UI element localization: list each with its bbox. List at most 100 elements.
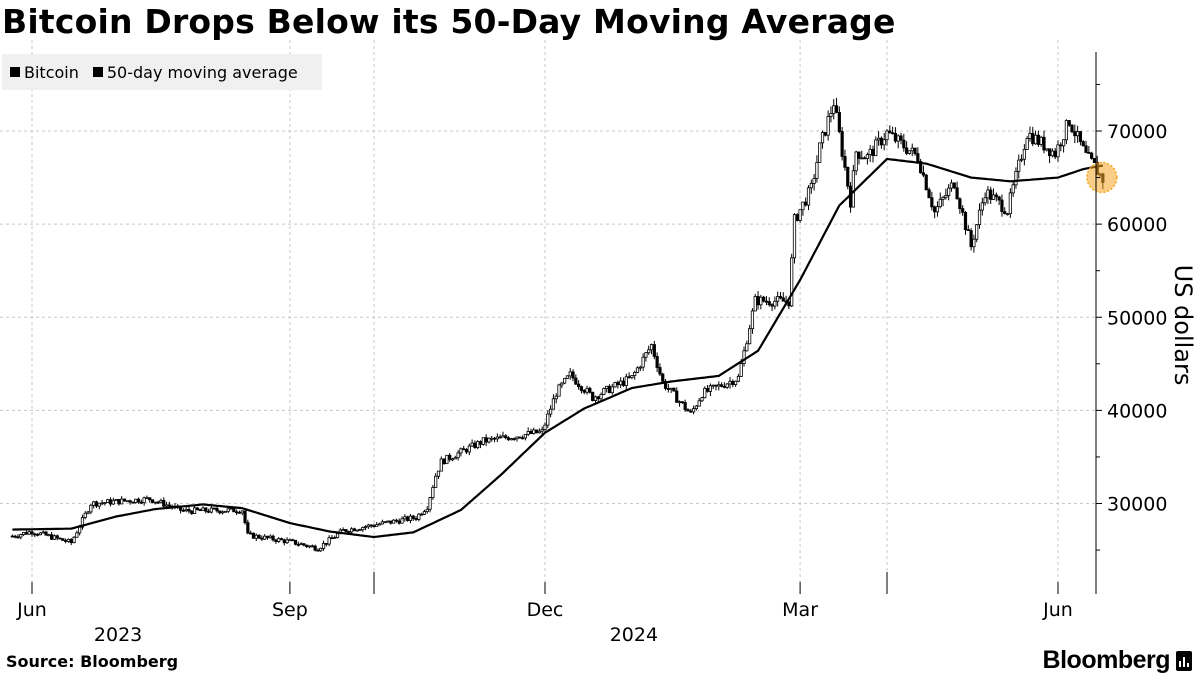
candle-body	[781, 297, 785, 302]
candle-body	[700, 397, 704, 402]
candle-body	[321, 542, 326, 549]
candle-body	[1047, 148, 1052, 157]
candle-body	[41, 531, 45, 534]
candle-body	[938, 198, 942, 208]
candle-body	[792, 214, 797, 259]
candle-body	[722, 386, 727, 388]
candle-body	[106, 499, 110, 503]
candle-body	[902, 139, 906, 149]
candle-body	[403, 516, 407, 520]
candle-body	[537, 430, 541, 434]
candle-body	[162, 499, 166, 507]
candle-body	[134, 498, 138, 503]
candle-body	[89, 504, 93, 513]
year-label: 2024	[610, 624, 658, 646]
candle-body	[568, 371, 572, 377]
candle-body	[745, 343, 749, 352]
candle-body	[725, 383, 729, 388]
candle-body	[907, 150, 912, 154]
candle-body	[1081, 141, 1085, 147]
candle-body	[571, 371, 575, 379]
candle-body	[613, 382, 617, 388]
candle-body	[526, 430, 530, 435]
candle-body	[868, 148, 872, 156]
candle-body	[240, 510, 244, 514]
candle-body	[341, 529, 345, 531]
candle-body	[652, 344, 656, 357]
candle-body	[417, 513, 421, 520]
candle-body	[459, 448, 463, 454]
candle-body	[100, 502, 104, 505]
y-axis-title: US dollars	[1169, 265, 1197, 386]
candle-body	[125, 500, 129, 503]
chart-title: Bitcoin Drops Below its 50-Day Moving Av…	[2, 2, 896, 41]
candle-body	[167, 504, 171, 507]
candle-body	[551, 398, 556, 410]
candle-body	[195, 507, 199, 511]
candle-body	[436, 470, 441, 477]
candle-body	[302, 543, 306, 546]
candle-body	[375, 524, 379, 527]
candle-body	[254, 534, 258, 539]
candle-body	[658, 367, 662, 375]
candle-body	[344, 529, 348, 532]
candle-body	[38, 532, 43, 536]
candle-body	[854, 151, 858, 172]
candle-body	[448, 454, 452, 460]
y-tick-label: 60000	[1107, 214, 1167, 236]
candle-body	[616, 382, 620, 386]
candle-body	[221, 511, 225, 514]
candle-body	[372, 525, 376, 528]
candle-body	[453, 457, 457, 460]
candle-body	[910, 147, 914, 152]
bitcoin-candles	[10, 97, 1105, 552]
legend-item-bitcoin: Bitcoin	[10, 63, 79, 82]
candle-body	[933, 206, 937, 213]
candle-body	[851, 170, 855, 208]
candle-body	[560, 382, 564, 386]
candle-body	[605, 385, 609, 389]
candle-body	[857, 151, 861, 159]
candle-body	[64, 540, 68, 542]
candle-body	[941, 196, 945, 200]
candle-body	[1064, 120, 1069, 141]
candle-body	[310, 545, 314, 548]
candle-body	[246, 522, 250, 534]
candle-body	[691, 408, 696, 413]
highlight-marker	[1086, 161, 1118, 194]
candle-body	[24, 532, 28, 535]
candle-body	[882, 139, 886, 146]
candle-body	[198, 509, 202, 512]
candle-body	[307, 545, 312, 548]
candle-body	[599, 393, 603, 400]
candle-body	[296, 543, 300, 546]
bloomberg-bars-icon	[1176, 650, 1192, 671]
candle-body	[672, 387, 676, 392]
candle-body	[1039, 136, 1043, 145]
candle-body	[215, 508, 219, 512]
candle-body	[431, 487, 435, 499]
candle-body	[392, 519, 396, 524]
candle-body	[554, 395, 558, 400]
candle-body	[1073, 131, 1077, 137]
candle-body	[829, 113, 833, 117]
candle-body	[386, 520, 390, 523]
candle-body	[52, 535, 57, 540]
candle-body	[689, 410, 693, 413]
candle-body	[720, 384, 724, 387]
candle-body	[577, 383, 581, 387]
candle-body	[523, 433, 527, 439]
candle-body	[748, 328, 752, 345]
candle-body	[274, 539, 278, 542]
candle-body	[192, 507, 197, 514]
candle-body	[532, 429, 536, 434]
candle-body	[989, 189, 993, 200]
candle-body	[975, 224, 979, 240]
candle-body	[467, 445, 471, 453]
candle-body	[117, 499, 121, 505]
candle-body	[891, 132, 895, 135]
candle-body	[540, 429, 544, 432]
candle-body	[94, 501, 99, 507]
x-tick-label: Jun	[1042, 599, 1073, 621]
candle-body	[464, 449, 469, 453]
